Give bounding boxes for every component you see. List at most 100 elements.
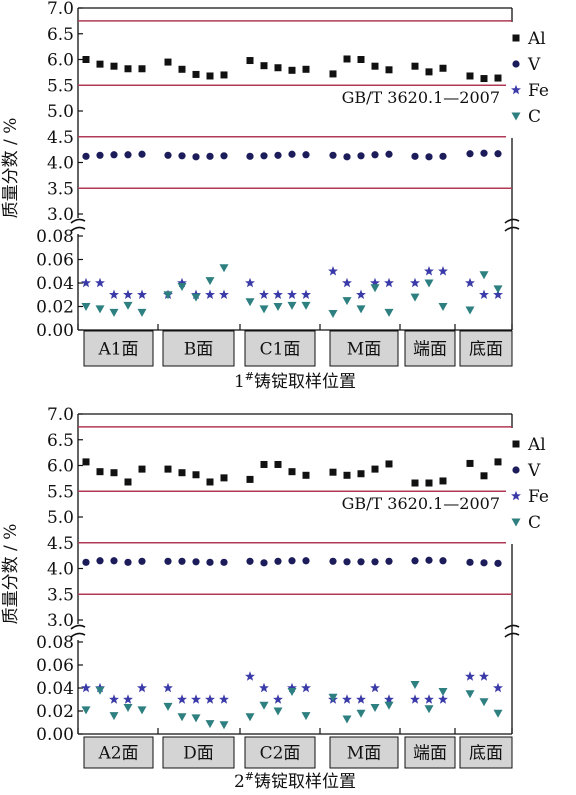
- data-point-al: [343, 55, 351, 63]
- category-box: [83, 736, 154, 769]
- data-point-c: [273, 303, 283, 311]
- data-point-c: [177, 713, 187, 722]
- legend-label: V: [527, 55, 541, 75]
- data-point-fe: [479, 289, 489, 299]
- data-point-fe: [219, 694, 229, 704]
- data-point-v: [302, 151, 310, 159]
- data-point-c: [342, 297, 352, 306]
- data-point-al: [288, 468, 296, 476]
- data-point-c: [424, 279, 434, 288]
- data-point-v: [466, 558, 474, 566]
- data-point-al: [110, 469, 118, 477]
- data-point-al: [425, 479, 433, 487]
- data-point-v: [192, 558, 200, 566]
- x-axis-label-number: 2: [234, 772, 245, 792]
- data-point-c: [493, 285, 503, 294]
- data-point-al: [138, 465, 146, 473]
- y-tick-label: 0.08: [36, 227, 74, 247]
- legend-marker: [512, 34, 520, 42]
- data-point-v: [206, 152, 214, 160]
- data-point-fe: [95, 277, 105, 288]
- data-point-c: [259, 701, 269, 710]
- y-tick-label: 4.5: [47, 128, 74, 148]
- data-point-c: [137, 308, 147, 317]
- data-point-fe: [301, 289, 311, 299]
- y-tick-label: 5.5: [47, 482, 74, 502]
- legend-label: V: [527, 461, 541, 481]
- y-tick-label: 0.00: [36, 321, 74, 341]
- data-point-al: [329, 468, 337, 476]
- category-box: [244, 736, 316, 769]
- data-point-al: [494, 74, 502, 82]
- data-point-fe: [410, 694, 420, 704]
- y-axis-label: 质量分数 / %: [1, 118, 21, 219]
- y-tick-label: 6.0: [47, 457, 74, 477]
- data-point-al: [178, 65, 186, 73]
- data-point-fe: [137, 289, 147, 299]
- data-point-c: [465, 690, 475, 699]
- axis-break-mark: [504, 624, 520, 630]
- data-point-al: [466, 459, 474, 467]
- data-point-al: [124, 478, 132, 486]
- data-point-v: [96, 557, 104, 565]
- data-point-v: [357, 558, 365, 566]
- data-point-fe: [438, 694, 448, 704]
- data-point-c: [479, 271, 489, 280]
- y-tick-label: 0.02: [36, 298, 74, 318]
- data-point-v: [220, 152, 228, 160]
- data-point-al: [192, 471, 200, 479]
- data-point-v: [164, 557, 172, 565]
- data-point-fe: [465, 277, 475, 288]
- data-point-fe: [370, 682, 380, 693]
- data-point-v: [385, 557, 393, 565]
- legend-label: Fe: [528, 81, 549, 101]
- data-point-al: [302, 471, 310, 479]
- data-point-v: [192, 153, 200, 161]
- category-box: [244, 330, 316, 367]
- data-point-fe: [424, 266, 434, 276]
- data-point-fe: [109, 694, 119, 704]
- data-point-v: [371, 558, 379, 566]
- data-point-c: [301, 301, 311, 310]
- data-point-c: [465, 306, 475, 315]
- data-point-fe: [205, 289, 215, 299]
- data-point-al: [220, 474, 228, 482]
- legend-marker: [512, 440, 520, 448]
- category-box: [329, 736, 399, 769]
- data-point-c: [219, 264, 229, 273]
- x-axis-label-number: 1: [234, 372, 245, 392]
- data-point-c: [287, 301, 297, 310]
- data-point-al: [260, 460, 268, 468]
- data-point-c: [493, 709, 503, 718]
- category-label: M面: [347, 744, 381, 764]
- data-point-v: [411, 152, 419, 160]
- data-point-fe: [424, 694, 434, 704]
- category-label: 端面: [413, 340, 447, 360]
- data-point-fe: [287, 289, 297, 299]
- data-point-al: [110, 62, 118, 70]
- y-tick-label: 3.0: [47, 205, 74, 225]
- data-point-fe: [245, 671, 255, 681]
- data-point-v: [480, 149, 488, 157]
- data-point-v: [82, 152, 90, 160]
- category-box: [459, 736, 513, 769]
- data-point-al: [246, 57, 254, 65]
- data-point-fe: [479, 671, 489, 681]
- data-point-fe: [109, 289, 119, 299]
- data-point-c: [177, 283, 187, 292]
- legend-marker: [512, 60, 520, 68]
- data-point-fe: [356, 289, 366, 299]
- data-point-c: [123, 301, 133, 310]
- data-point-al: [138, 65, 146, 73]
- data-point-fe: [123, 289, 133, 299]
- data-point-c: [205, 720, 215, 729]
- data-point-c: [328, 310, 338, 319]
- data-point-al: [206, 478, 214, 486]
- data-point-al: [371, 62, 379, 70]
- standard-annotation: GB/T 3620.1—2007: [342, 88, 500, 107]
- data-point-v: [343, 558, 351, 566]
- axis-break-mark: [70, 226, 86, 232]
- category-label: C1面: [260, 340, 301, 360]
- x-axis-label-superscript: #: [245, 770, 254, 783]
